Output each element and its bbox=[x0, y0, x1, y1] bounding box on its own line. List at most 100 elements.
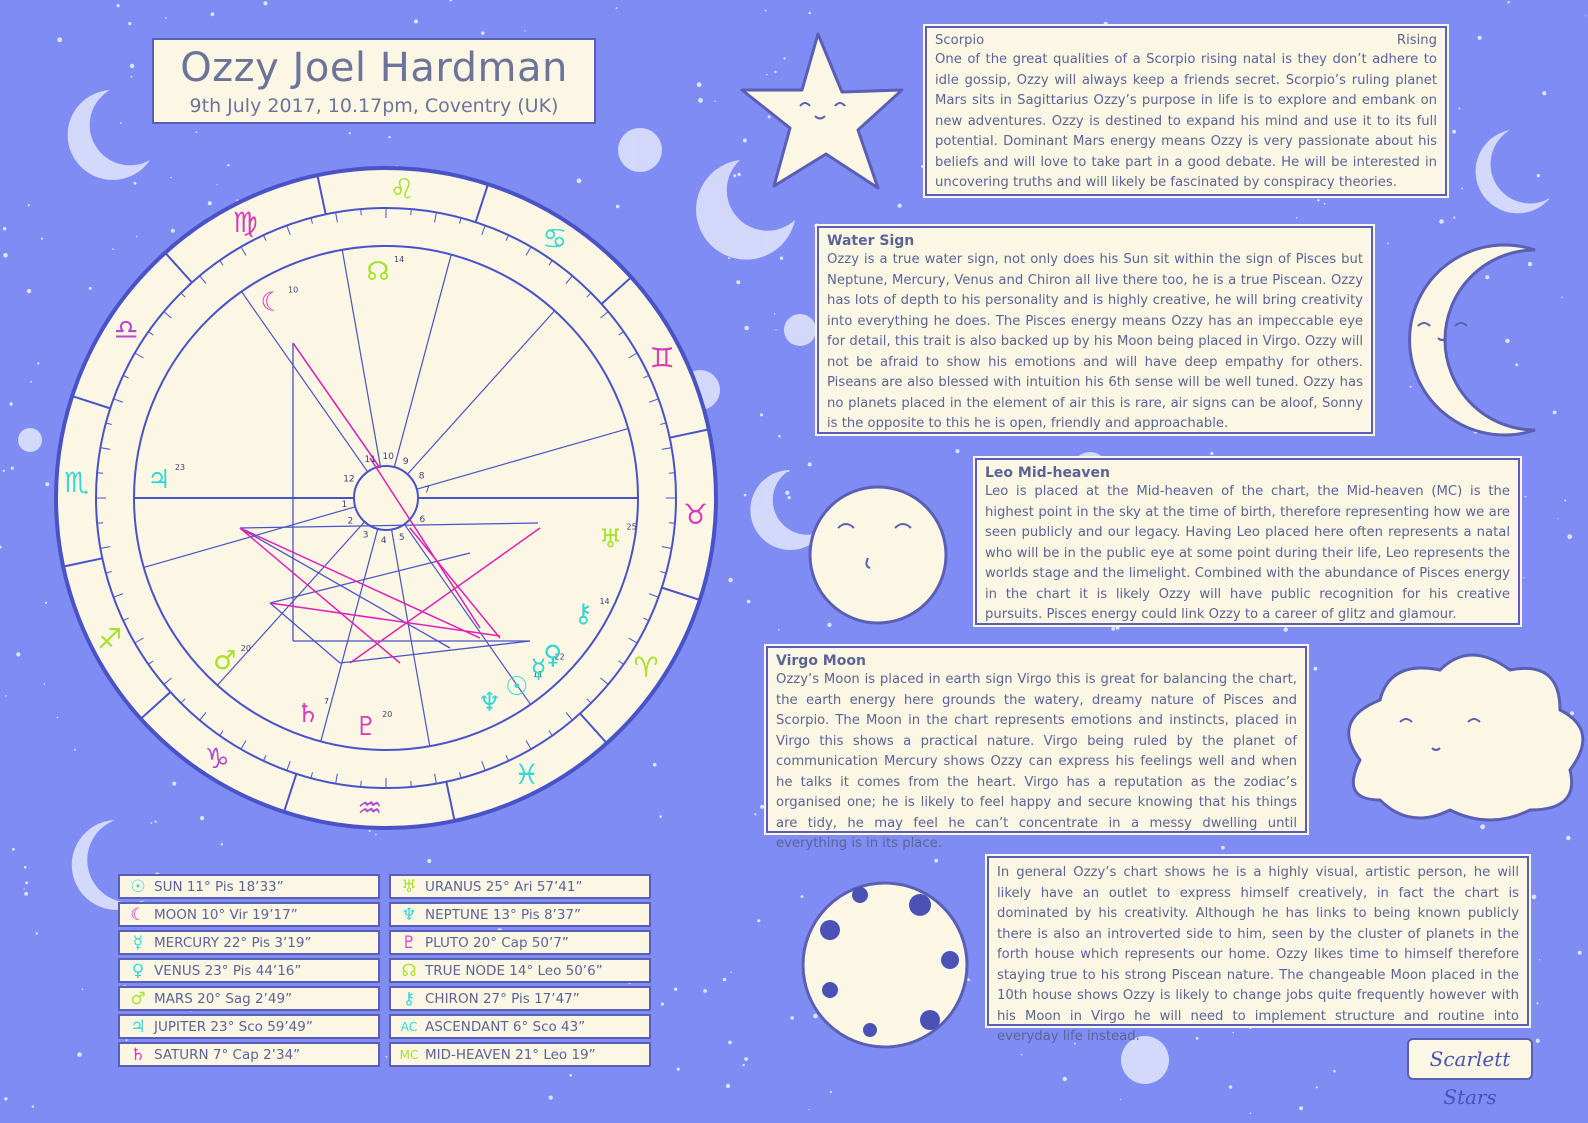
zodiac-sign-icon: ♌ bbox=[390, 172, 415, 205]
background-star bbox=[1195, 1036, 1199, 1040]
background-star bbox=[37, 362, 40, 365]
background-star bbox=[413, 19, 419, 24]
degree-tick bbox=[180, 698, 186, 704]
background-star bbox=[1295, 217, 1298, 219]
placement-row: ☾ MOON 10° Vir 19’17” bbox=[118, 902, 380, 927]
virgo-moon-panel: Virgo Moon Ozzy’s Moon is placed in eart… bbox=[764, 644, 1309, 851]
background-star bbox=[897, 203, 902, 208]
background-star bbox=[778, 629, 780, 631]
degree-tick bbox=[105, 422, 112, 425]
background-star bbox=[1458, 107, 1461, 110]
background-star bbox=[195, 131, 198, 134]
placement-text: MERCURY 22° Pis 3’19” bbox=[154, 934, 312, 951]
planet-icon: ⚷ bbox=[574, 599, 593, 629]
house-number: 3 bbox=[363, 531, 369, 541]
degree-tick bbox=[505, 755, 510, 762]
background-star bbox=[703, 989, 707, 993]
leo-midheaven-title: Leo Mid-heaven bbox=[985, 465, 1110, 481]
degree-tick bbox=[148, 331, 154, 336]
degree-tick bbox=[286, 225, 291, 236]
virgo-moon-text: Ozzy’s Moon is placed in earth sign Virg… bbox=[776, 672, 1297, 851]
degree-tick bbox=[660, 422, 667, 425]
virgo-moon-title: Virgo Moon bbox=[776, 653, 866, 669]
background-star bbox=[1315, 1086, 1318, 1089]
degree-tick bbox=[97, 522, 104, 524]
degree-tick bbox=[481, 225, 486, 236]
placements-table-left: ☉ SUN 11° Pis 18’33” ☾ MOON 10° Vir 19’17”… bbox=[118, 874, 380, 1070]
background-star bbox=[170, 176, 172, 179]
house-cusp bbox=[393, 254, 452, 468]
placement-text: SUN 11° Pis 18’33” bbox=[154, 878, 284, 895]
background-star bbox=[1210, 451, 1214, 455]
background-star bbox=[800, 895, 804, 898]
planet-icon: ♆ bbox=[478, 688, 501, 718]
background-star bbox=[744, 1057, 748, 1061]
house-cusp bbox=[390, 529, 431, 747]
planet-degree: 7 bbox=[324, 697, 329, 706]
water-sign-title: Water Sign bbox=[827, 233, 915, 249]
degree-tick bbox=[661, 447, 672, 450]
planet-degree: 23 bbox=[175, 463, 185, 472]
degree-tick bbox=[481, 760, 486, 771]
planet-icon: ♀ bbox=[543, 640, 562, 670]
background-star bbox=[757, 919, 761, 923]
placement-row: ♇ PLUTO 20° Cap 50’7” bbox=[389, 930, 651, 955]
background-star bbox=[73, 748, 76, 751]
background-star bbox=[737, 172, 741, 177]
placement-text: TRUE NODE 14° Leo 50’6” bbox=[425, 962, 603, 979]
background-star bbox=[1313, 666, 1318, 671]
leo-midheaven-text: Leo is placed at the Mid-heaven of the c… bbox=[985, 484, 1510, 622]
house-cusp bbox=[341, 249, 382, 467]
background-star bbox=[128, 22, 132, 26]
background-star bbox=[743, 493, 747, 497]
degree-tick bbox=[505, 234, 510, 241]
background-star bbox=[808, 11, 811, 15]
placement-row: MC MID-HEAVEN 21° Leo 19” bbox=[389, 1042, 651, 1067]
background-star bbox=[1452, 129, 1456, 134]
background-star bbox=[1120, 1098, 1122, 1100]
background-star bbox=[170, 228, 175, 233]
zodiac-sign-icon: ♓ bbox=[514, 758, 539, 791]
background-star bbox=[1111, 627, 1116, 631]
placement-text: SATURN 7° Cap 2’34” bbox=[154, 1046, 301, 1063]
background-star bbox=[674, 987, 678, 991]
aspect-line bbox=[292, 342, 381, 469]
neptune-icon: ♆ bbox=[401, 904, 417, 925]
background-star bbox=[1542, 91, 1547, 96]
placement-text: PLUTO 20° Cap 50’7” bbox=[425, 934, 569, 951]
degree-tick bbox=[459, 772, 462, 779]
background-star bbox=[764, 9, 767, 12]
mercury-icon: ☿ bbox=[132, 932, 144, 953]
background-star bbox=[23, 865, 27, 869]
general-summary-text: In general Ozzy’s chart shows he is a hi… bbox=[997, 865, 1519, 1044]
planet-icon: ☿ bbox=[531, 654, 547, 684]
background-star bbox=[773, 313, 776, 315]
planet-degree: 14 bbox=[599, 597, 609, 606]
background-star bbox=[1387, 242, 1389, 245]
degree-tick bbox=[360, 209, 362, 216]
sign-divider bbox=[63, 557, 103, 568]
degree-tick bbox=[548, 260, 553, 266]
cute-cloud-illustration bbox=[1347, 653, 1585, 822]
zodiac-sign-icon: ♉ bbox=[683, 498, 708, 531]
degree-tick bbox=[199, 275, 207, 284]
degree-tick bbox=[434, 212, 437, 223]
aspect-line bbox=[369, 457, 481, 629]
leo-midheaven-panel: Leo Mid-heaven Leo is placed at the Mid-… bbox=[973, 456, 1522, 627]
background-star bbox=[774, 70, 777, 74]
background-star bbox=[1515, 363, 1519, 367]
aspect-line bbox=[339, 640, 531, 664]
background-star bbox=[112, 248, 114, 251]
degree-tick bbox=[122, 374, 129, 379]
background-star bbox=[1409, 385, 1412, 388]
scorpio-rising-panel: Scorpio Rising One of the great qualitie… bbox=[923, 24, 1449, 198]
background-star bbox=[449, 0, 453, 2]
placement-row: ♃ JUPITER 23° Sco 59’49” bbox=[118, 1014, 380, 1039]
background-star bbox=[12, 847, 15, 851]
degree-tick bbox=[565, 712, 573, 721]
house-number: 12 bbox=[343, 474, 354, 484]
ascendant-icon: AC bbox=[400, 1019, 418, 1034]
background-star bbox=[3, 253, 8, 258]
background-star bbox=[742, 138, 747, 143]
degree-tick bbox=[410, 780, 412, 787]
